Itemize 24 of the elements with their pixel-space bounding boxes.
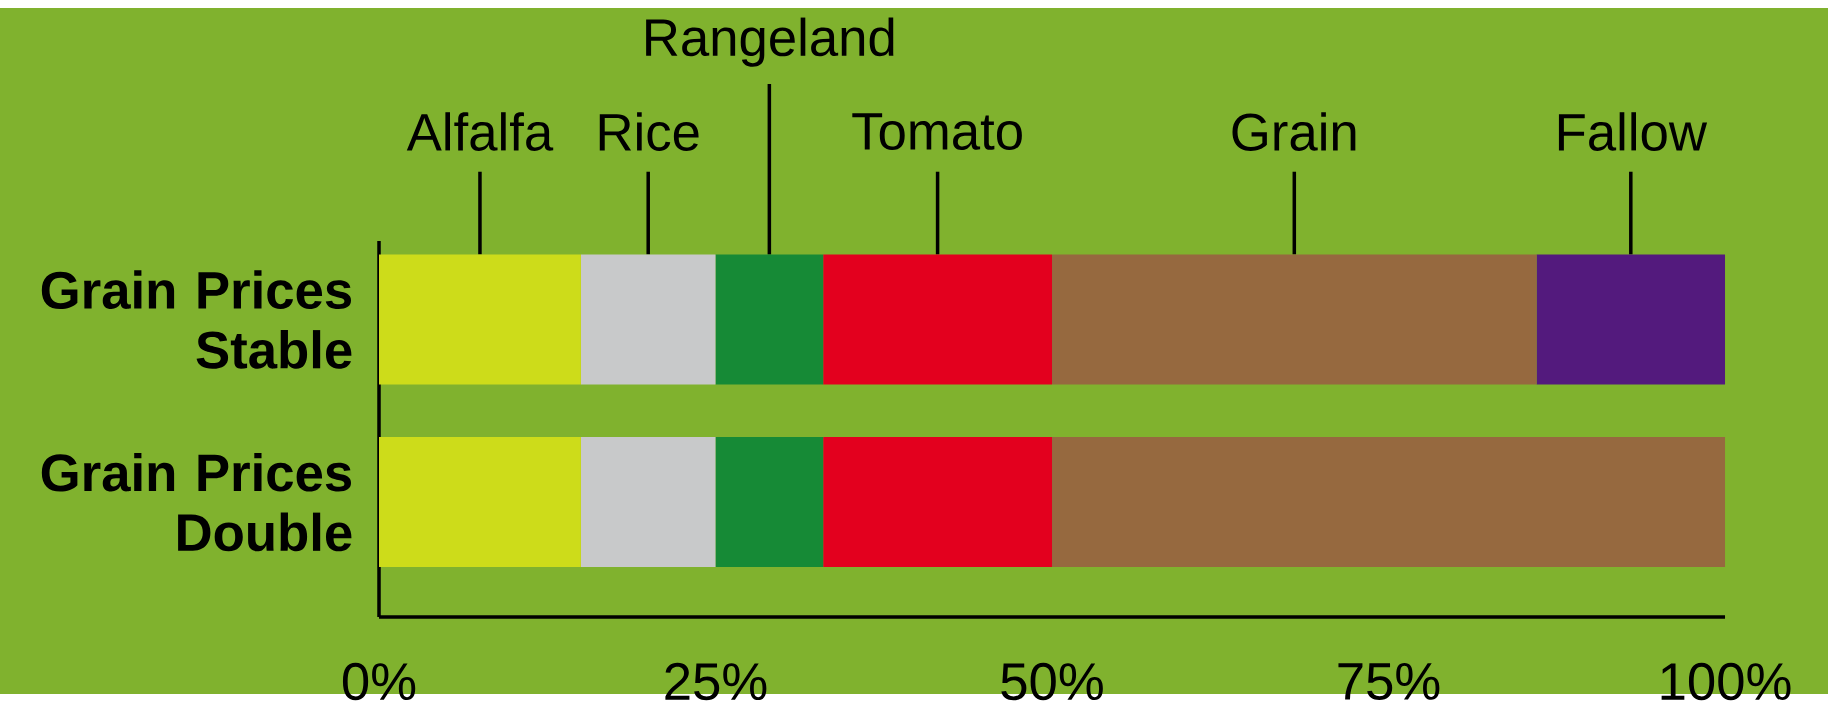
series-label: Alfalfa: [406, 112, 554, 152]
bar: [580, 254, 716, 385]
y-tick-label: Grain Prices Double: [41, 452, 352, 552]
y-tick-label: Grain Prices Stable: [41, 270, 352, 369]
bar: [1536, 254, 1726, 385]
series-label: Rice: [599, 112, 699, 152]
bar: [823, 254, 1053, 385]
bar: [379, 254, 581, 385]
x-tick-label: 0%: [342, 662, 416, 701]
text: Rangeland: [646, 17, 894, 67]
bar: [1052, 437, 1726, 568]
bar: [580, 437, 716, 568]
x-tick-label: 75%: [1338, 663, 1440, 701]
x-tick-label: 25%: [665, 662, 767, 701]
bar: [1052, 254, 1537, 385]
bar: [715, 437, 824, 568]
x-tick-label: 100%: [1661, 662, 1791, 701]
bar: [715, 254, 824, 385]
series-label: Tomato: [852, 113, 1022, 151]
bar: [823, 437, 1053, 568]
series-label: Fallow: [1558, 112, 1708, 152]
bar: [379, 437, 581, 568]
series-label: Grain: [1232, 112, 1356, 152]
x-tick-label: 50%: [1001, 662, 1103, 701]
